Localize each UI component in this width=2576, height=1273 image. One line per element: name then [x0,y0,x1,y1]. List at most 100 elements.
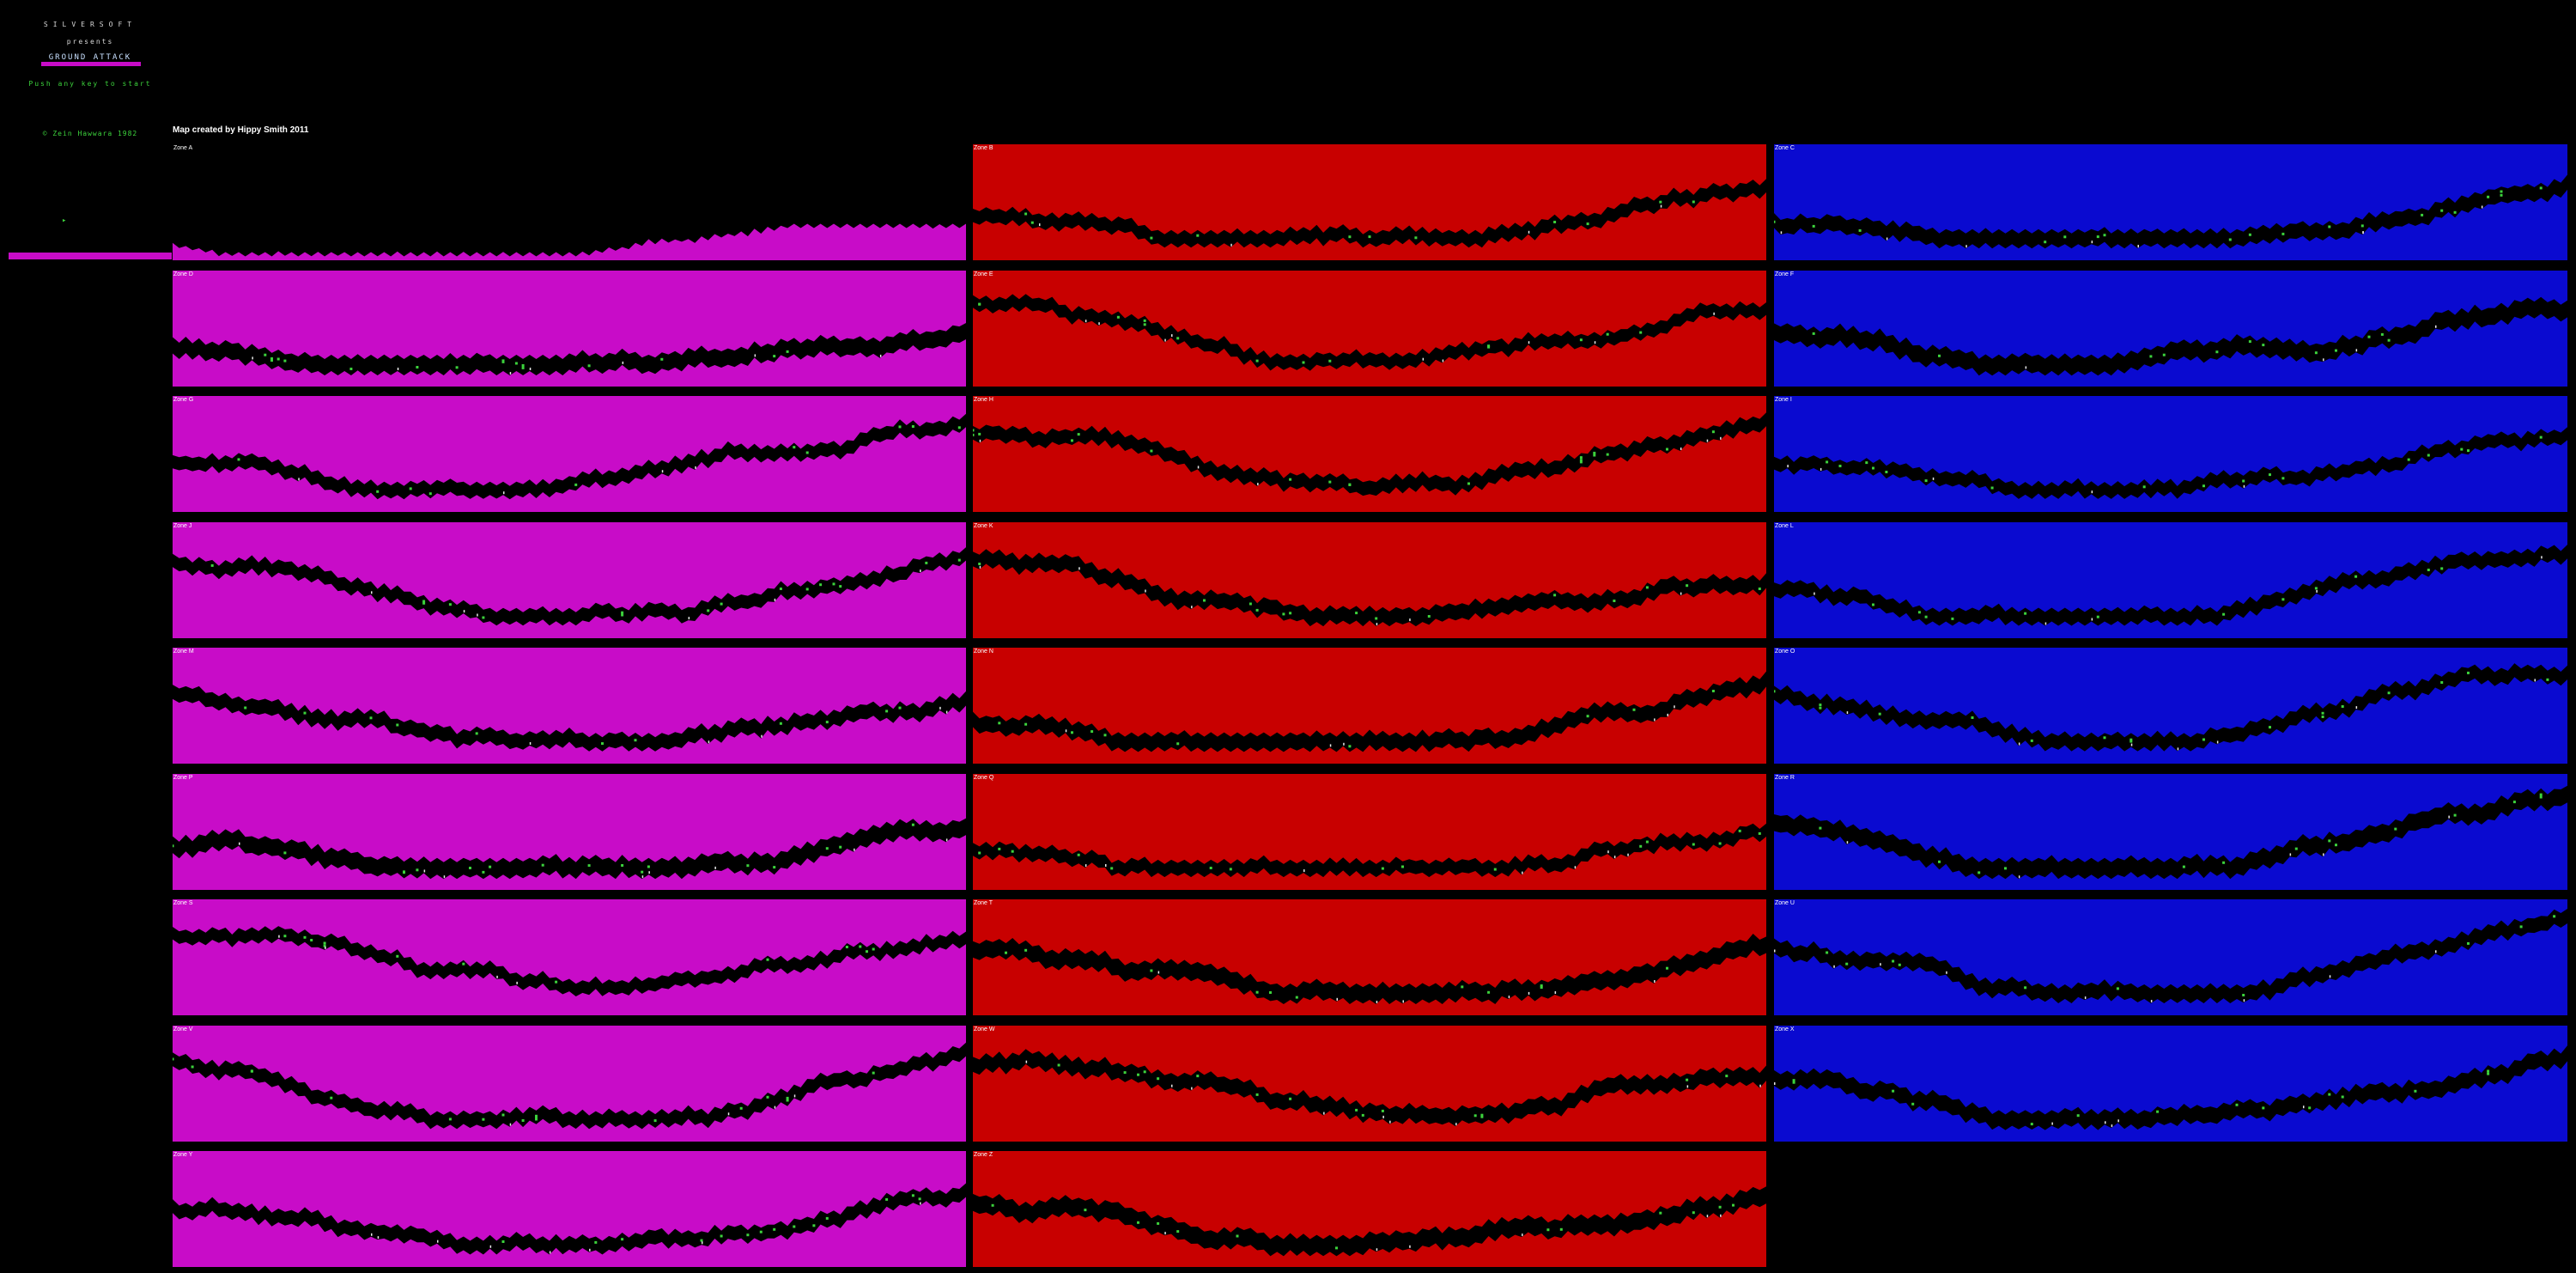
gem-icon [1858,228,1862,232]
gem-icon [1328,359,1332,362]
gem-icon [2076,1113,2080,1117]
pod-icon [2130,743,2133,746]
pod-icon [371,590,373,594]
start-prompt[interactable]: Push any key to start [28,80,152,88]
gem-icon [1196,1074,1200,1077]
zone-tunnel [173,685,966,752]
gem-icon [957,558,961,562]
gem-icon [786,350,789,353]
gem-icon [766,958,769,961]
gem-icon [1645,585,1649,588]
pod-icon [1613,855,1616,858]
pod-icon [496,975,498,978]
pod-icon [2091,241,2093,244]
gem-icon [1328,480,1332,484]
gem-icon [2129,738,2133,741]
gem-icon [210,563,214,567]
gem-icon [2546,678,2549,681]
pod-icon [1774,949,1776,953]
gem-icon [1718,842,1722,844]
gem-icon [1355,1108,1358,1112]
gem-icon [1686,1078,1689,1081]
pod-icon [1191,1087,1193,1090]
gem-icon [1401,865,1404,868]
gem-icon [1091,730,1094,734]
gem-icon [416,868,419,871]
pod-icon [1145,589,1146,592]
gem-icon [376,490,380,493]
gem-icon [1103,734,1107,737]
pod-icon [920,1202,921,1205]
pod-icon [2105,1120,2106,1124]
gem-icon [2294,847,2298,850]
pod-icon [1522,1233,1523,1237]
pod-icon [1713,312,1715,315]
gem-icon [1924,615,1928,618]
gem-icon [1711,430,1715,434]
company-name: SILVERSOFT [43,21,137,28]
gem-icon [1924,479,1928,483]
gem-icon [1077,433,1080,436]
gem-icon [1143,322,1146,326]
gem-icon [2242,994,2245,996]
gem-icon [2242,479,2245,483]
gem-icon [448,1117,452,1120]
gem-icon [1579,338,1583,341]
gem-icon [793,446,796,449]
gem-icon [428,492,432,496]
gem-icon [1845,962,1849,965]
pod-icon [648,870,650,874]
gem-icon [1758,587,1761,590]
pod-icon [377,1236,380,1240]
zone-label: Zone O [1775,649,1795,655]
gem-icon [270,356,273,360]
gem-icon [1692,843,1695,845]
zone-label: Zone Y [173,1152,193,1158]
pod-icon [2534,679,2536,682]
gem-icon [1355,611,1358,614]
pod-icon [1455,1122,1457,1125]
pod-icon [2051,1122,2053,1125]
gem-icon [1872,603,1874,606]
gem-icon [448,602,452,606]
gem-icon [1249,602,1252,605]
gem-icon [2321,711,2324,715]
gem-icon [2360,224,2364,228]
gem-icon [925,561,928,564]
gem-icon [244,706,247,710]
zone-tunnel [173,413,966,500]
pod-icon [2329,975,2331,978]
pod-icon [1706,439,1709,442]
gem-icon [283,359,287,362]
gem-icon [535,1114,538,1118]
zone-panel: Zone S [173,899,966,1015]
pod-icon [945,838,948,841]
zone-tunnel [973,934,1766,1004]
gem-icon [898,706,902,710]
zone-panel: Zone P [173,773,966,890]
zone-label: Zone U [1775,900,1795,906]
gem-icon [1024,948,1028,952]
gem-icon [885,1197,889,1201]
pod-icon [2084,996,2087,1000]
pod-icon [1654,718,1656,722]
gem-icon [2539,793,2543,796]
title-underline [41,62,141,66]
pod-icon [2018,742,2020,746]
pod-icon [1674,705,1675,709]
gem-icon [173,1057,174,1060]
gem-icon [2539,795,2543,798]
gem-icon [462,962,465,965]
gem-icon [2024,986,2027,990]
gem-icon [1203,599,1206,601]
pod-icon [1191,605,1193,608]
gem-icon [2440,566,2444,570]
gem-icon [1885,471,1888,473]
zone-tunnel [973,293,1766,371]
map-credit: Map created by Hippy Smith 2011 [173,125,309,135]
pod-icon [2323,357,2324,361]
gem-icon [2394,827,2397,831]
zone-panel: Zone J [173,521,966,638]
gem-icon [1229,867,1232,870]
gem-icon [839,584,842,588]
